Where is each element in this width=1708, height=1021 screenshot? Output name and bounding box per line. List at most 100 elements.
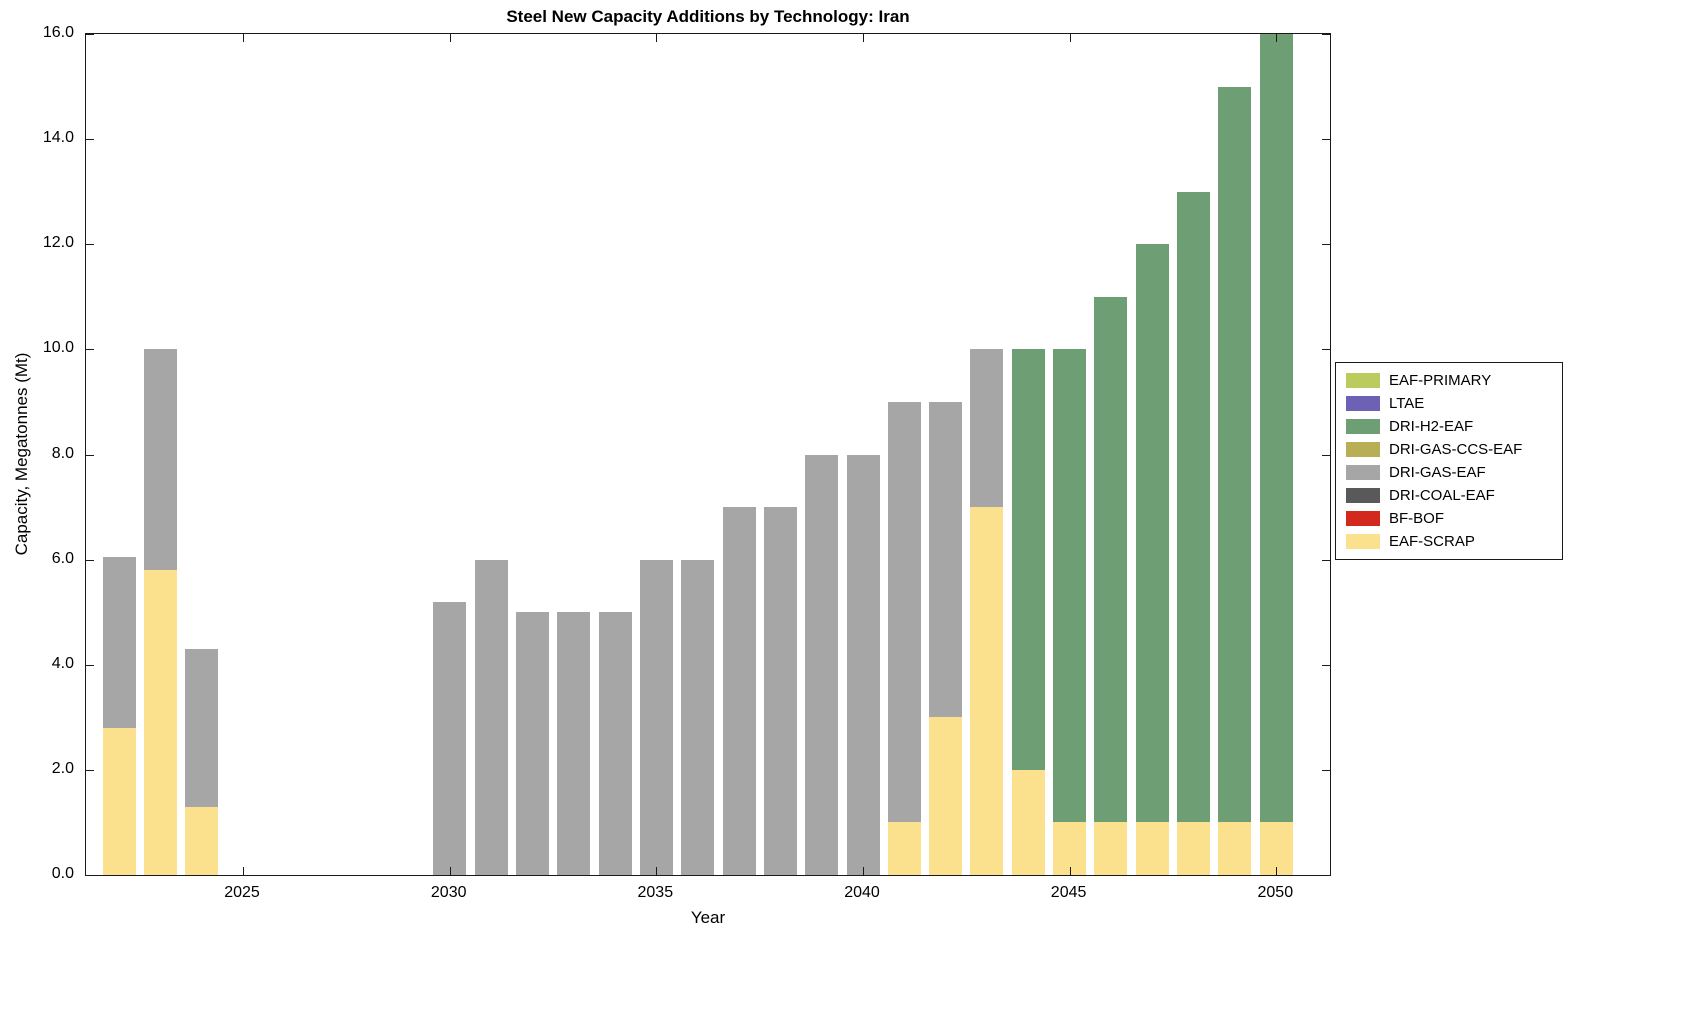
y-tick-mark xyxy=(86,559,94,561)
x-tick-mark xyxy=(656,34,658,42)
bar-segment-dri-h2-eaf-2049 xyxy=(1218,86,1252,823)
y-tick-mark xyxy=(86,244,94,246)
bar-segment-dri-gas-eaf-2022 xyxy=(102,557,136,728)
y-tick-mark xyxy=(86,664,94,666)
bar-segment-dri-h2-eaf-2047 xyxy=(1135,244,1169,823)
bar-segment-dri-h2-eaf-2044 xyxy=(1011,349,1045,770)
x-tick-mark xyxy=(449,34,451,42)
bar-segment-dri-gas-eaf-2032 xyxy=(515,612,549,875)
x-tick-mark xyxy=(1069,867,1071,875)
legend-label: DRI-GAS-CCS-EAF xyxy=(1389,441,1523,458)
bar-segment-dri-gas-eaf-2031 xyxy=(474,559,508,875)
legend-swatch-eaf-primary xyxy=(1346,373,1380,388)
y-tick-mark xyxy=(1322,454,1330,456)
legend-label: LTAE xyxy=(1389,395,1425,412)
bar-segment-dri-gas-eaf-2036 xyxy=(681,559,715,875)
y-tick-mark xyxy=(86,454,94,456)
bar-segment-dri-gas-eaf-2039 xyxy=(805,454,839,875)
x-tick-label: 2030 xyxy=(430,884,467,901)
chart-title: Steel New Capacity Additions by Technolo… xyxy=(506,7,910,26)
legend-item-dri-h2-eaf: DRI-H2-EAF xyxy=(1346,418,1552,435)
y-tick-label: 8.0 xyxy=(51,444,74,462)
legend-swatch-eaf-scrap xyxy=(1346,534,1380,549)
x-tick-mark xyxy=(863,867,864,875)
bar-segment-eaf-scrap-2041 xyxy=(887,822,921,875)
legend-item-dri-coal-eaf: DRI-COAL-EAF xyxy=(1346,487,1552,504)
x-tick-mark xyxy=(243,34,244,42)
x-tick-label: 2035 xyxy=(637,884,674,901)
legend: EAF-PRIMARY LTAE DRI-H2-EAF DRI-GAS-CCS-EAF… xyxy=(1335,362,1563,560)
y-tick-mark xyxy=(1322,349,1330,351)
x-tick-label: 2045 xyxy=(1050,884,1087,901)
bar-segment-dri-h2-eaf-2046 xyxy=(1094,296,1128,823)
y-tick-mark xyxy=(86,769,94,771)
legend-item-dri-gas-ccs-eaf: DRI-GAS-CCS-EAF xyxy=(1346,441,1552,458)
bar-segment-dri-gas-eaf-2030 xyxy=(433,601,467,875)
y-tick-mark xyxy=(1322,559,1330,561)
bar-segment-eaf-scrap-2050 xyxy=(1259,822,1293,875)
y-tick-mark xyxy=(1322,664,1330,666)
x-tick-mark xyxy=(449,867,451,875)
legend-label: DRI-H2-EAF xyxy=(1389,418,1474,435)
bar-segment-eaf-scrap-2023 xyxy=(143,570,177,875)
bar-segment-eaf-scrap-2044 xyxy=(1011,769,1045,875)
bar-segment-dri-gas-eaf-2033 xyxy=(557,612,591,875)
x-tick-label: 2040 xyxy=(844,884,880,901)
y-tick-label: 12.0 xyxy=(42,234,74,252)
bar-segment-eaf-scrap-2049 xyxy=(1218,822,1252,875)
x-tick-mark xyxy=(863,34,864,42)
y-tick-label: 14.0 xyxy=(42,129,74,147)
x-tick-mark xyxy=(243,867,244,875)
y-tick-mark xyxy=(1322,244,1330,246)
y-tick-mark xyxy=(86,139,94,141)
bar-segment-eaf-scrap-2046 xyxy=(1094,822,1128,875)
bar-segment-dri-h2-eaf-2048 xyxy=(1177,191,1211,823)
bar-segment-dri-gas-eaf-2024 xyxy=(185,649,219,807)
x-tick-label: 2025 xyxy=(224,884,260,901)
bar-segment-dri-gas-eaf-2035 xyxy=(639,559,673,875)
legend-label: BF-BOF xyxy=(1389,510,1444,527)
bar-segment-eaf-scrap-2022 xyxy=(102,727,136,875)
y-tick-label: 4.0 xyxy=(51,654,74,672)
plot-area xyxy=(85,33,1331,876)
bar-segment-eaf-scrap-2045 xyxy=(1053,822,1087,875)
bar-segment-dri-gas-eaf-2041 xyxy=(887,401,921,823)
bar-segment-eaf-scrap-2043 xyxy=(970,507,1004,875)
legend-swatch-ltae xyxy=(1346,396,1380,411)
bar-segment-dri-h2-eaf-2045 xyxy=(1053,349,1087,823)
legend-label: EAF-PRIMARY xyxy=(1389,372,1492,389)
y-tick-mark xyxy=(1322,34,1330,35)
x-axis-label: Year xyxy=(690,908,726,927)
bar-segment-eaf-scrap-2048 xyxy=(1177,822,1211,875)
legend-label: DRI-GAS-EAF xyxy=(1389,464,1486,481)
y-tick-label: 2.0 xyxy=(51,759,74,777)
y-tick-mark xyxy=(86,875,94,876)
bar-segment-dri-gas-eaf-2037 xyxy=(722,507,756,875)
bar-segment-dri-h2-eaf-2050 xyxy=(1259,34,1293,823)
legend-label: EAF-SCRAP xyxy=(1389,533,1475,550)
legend-swatch-dri-h2-eaf xyxy=(1346,419,1380,434)
y-tick-mark xyxy=(1322,769,1330,771)
y-tick-mark xyxy=(86,34,94,35)
y-tick-mark xyxy=(86,349,94,351)
y-tick-label: 10.0 xyxy=(42,339,74,357)
y-tick-label: 6.0 xyxy=(51,549,74,567)
bar-segment-dri-gas-eaf-2023 xyxy=(143,349,177,571)
legend-item-bf-bof: BF-BOF xyxy=(1346,510,1552,527)
legend-swatch-bf-bof xyxy=(1346,511,1380,526)
y-tick-mark xyxy=(1322,875,1330,876)
legend-swatch-dri-coal-eaf xyxy=(1346,488,1380,503)
legend-swatch-dri-gas-eaf xyxy=(1346,465,1380,480)
bar-segment-dri-gas-eaf-2040 xyxy=(846,454,880,875)
bar-segment-eaf-scrap-2042 xyxy=(929,717,963,875)
bar-segment-eaf-scrap-2024 xyxy=(185,806,219,875)
bar-segment-dri-gas-eaf-2034 xyxy=(598,612,632,875)
bar-segment-dri-gas-eaf-2042 xyxy=(929,401,963,718)
x-tick-mark xyxy=(1276,867,1278,875)
x-tick-mark xyxy=(1069,34,1071,42)
y-tick-label: 0.0 xyxy=(51,865,74,882)
legend-item-dri-gas-eaf: DRI-GAS-EAF xyxy=(1346,464,1552,481)
legend-item-eaf-primary: EAF-PRIMARY xyxy=(1346,372,1552,389)
bar-segment-dri-gas-eaf-2038 xyxy=(763,507,797,875)
